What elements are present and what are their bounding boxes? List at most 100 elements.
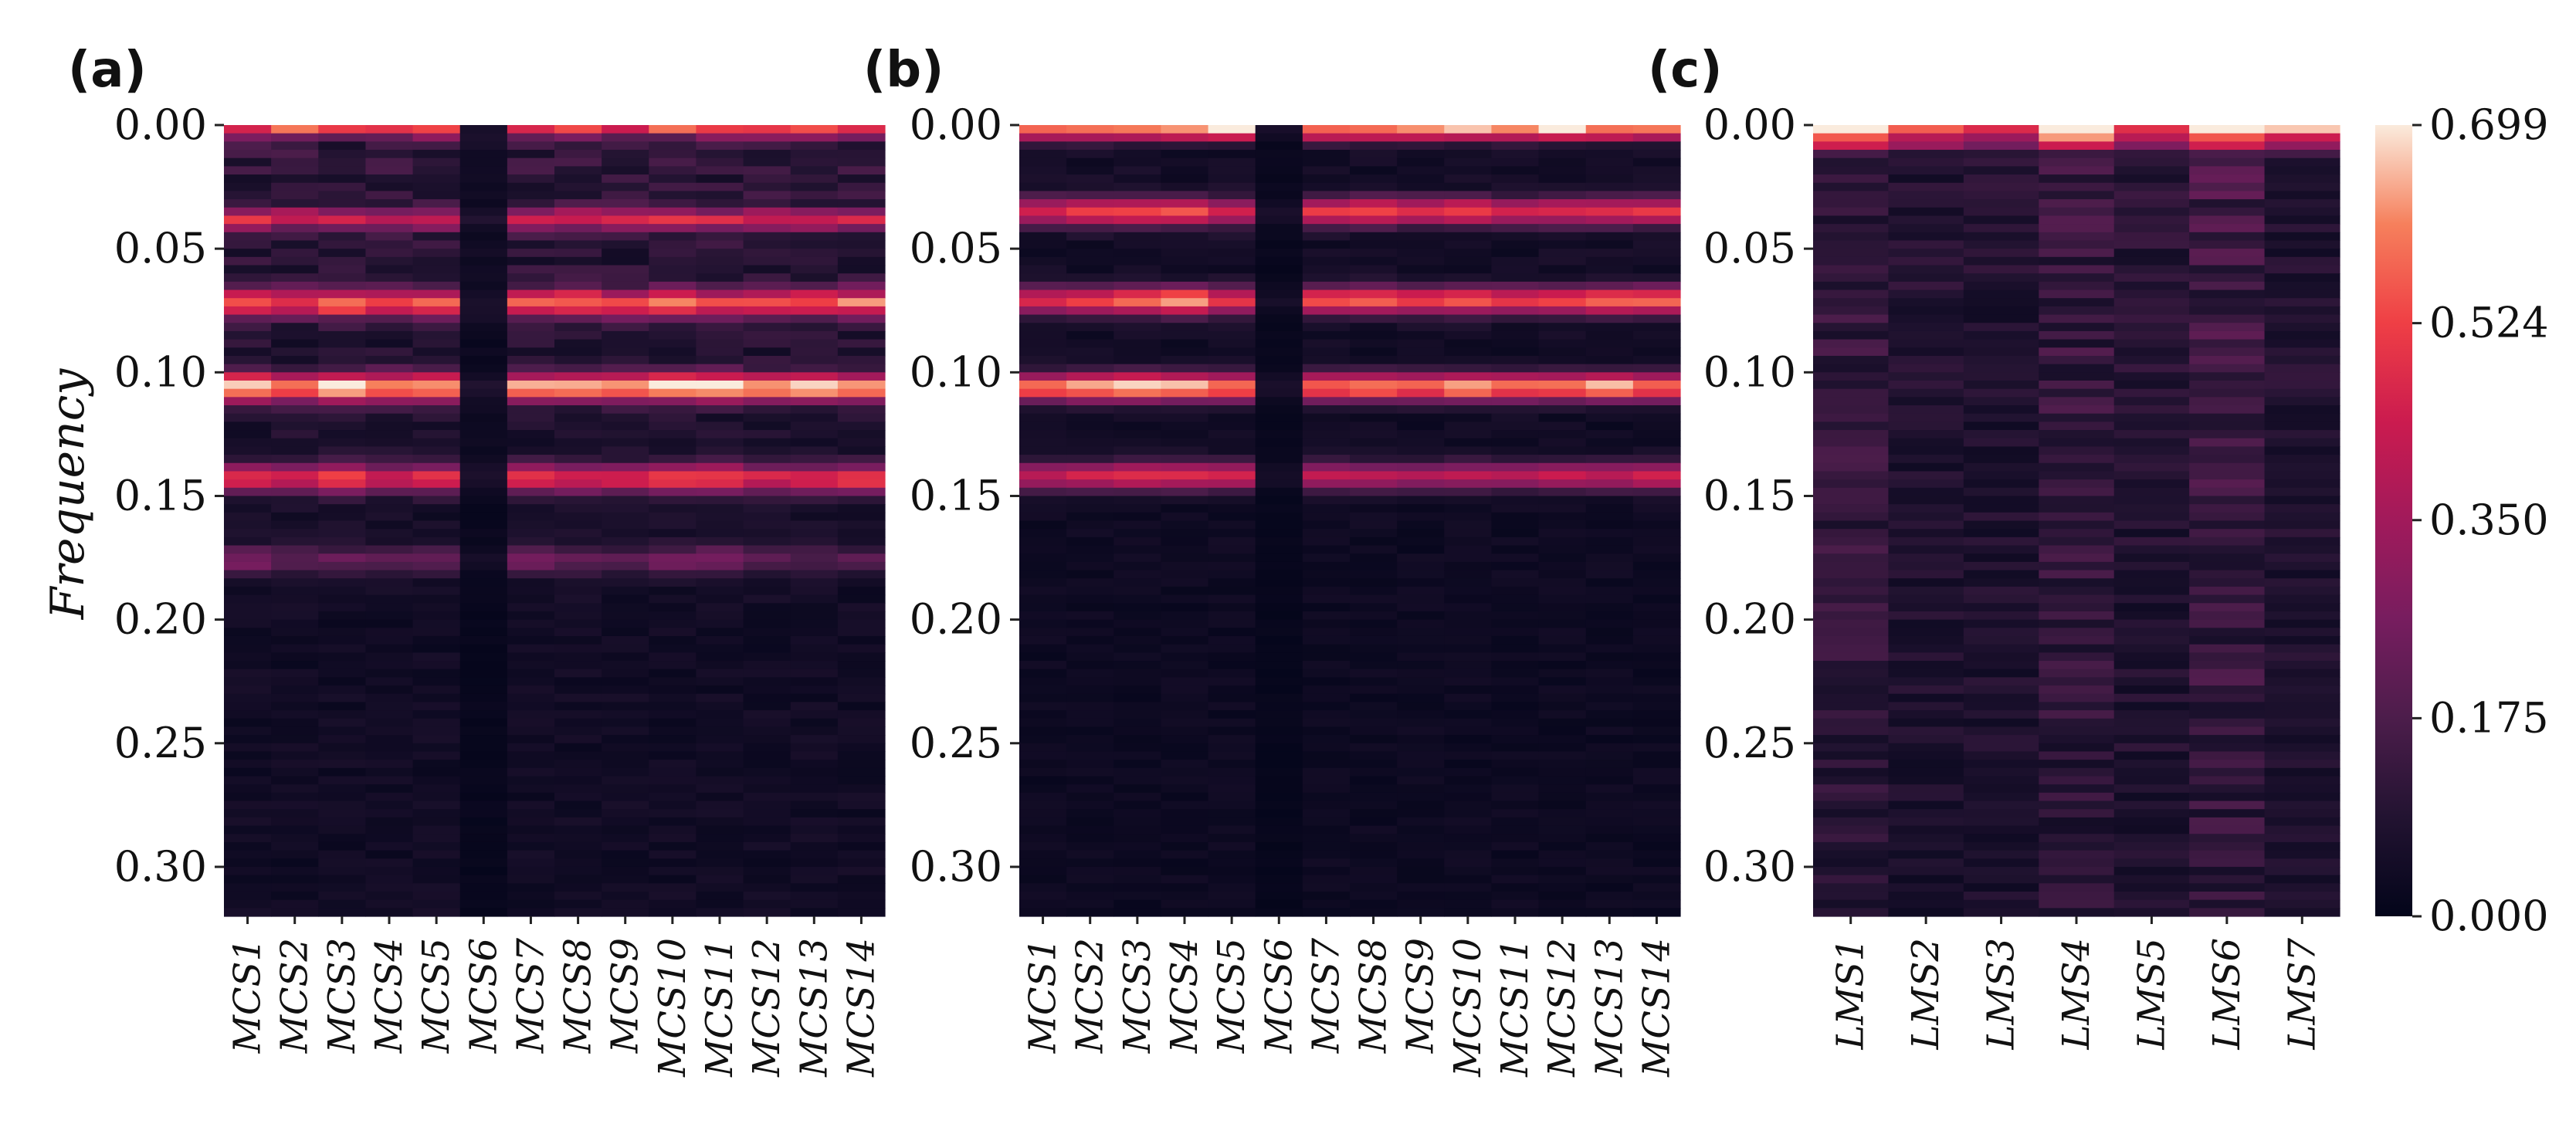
heat-cell xyxy=(743,298,791,307)
heat-cell xyxy=(602,141,649,151)
heat-cell xyxy=(554,619,602,628)
heat-cell xyxy=(1538,323,1587,332)
heat-cell xyxy=(743,644,791,653)
heat-cell xyxy=(1888,603,1964,612)
heat-cell xyxy=(365,669,414,678)
heat-cell xyxy=(459,850,508,859)
heat-cell xyxy=(1813,314,1890,323)
heat-cell xyxy=(459,611,508,621)
heat-cell xyxy=(2264,133,2340,142)
heat-cell xyxy=(318,339,367,348)
heat-cell xyxy=(318,817,367,827)
heat-cell xyxy=(837,710,886,719)
heat-cell xyxy=(1302,397,1351,406)
heat-cell xyxy=(1208,850,1256,859)
heat-cell xyxy=(1491,330,1540,340)
heat-cell xyxy=(2189,825,2266,834)
heat-cell xyxy=(1632,669,1681,678)
heat-cell xyxy=(1161,330,1209,340)
heat-cell xyxy=(365,240,414,249)
heat-cell xyxy=(1888,677,1964,686)
heat-cell xyxy=(224,685,272,695)
heat-cell xyxy=(1963,726,2039,736)
heat-cell xyxy=(2113,850,2190,859)
heat-cell xyxy=(1538,306,1587,316)
heat-cell xyxy=(2039,166,2115,175)
heat-cell xyxy=(507,487,555,497)
heat-cell xyxy=(271,570,319,579)
heat-cell xyxy=(790,405,839,415)
heat-cell xyxy=(1538,817,1587,827)
heat-cell xyxy=(271,372,319,381)
heat-cell xyxy=(1255,619,1303,628)
heat-cell xyxy=(602,289,649,299)
heat-cell xyxy=(1813,240,1890,249)
heat-cell xyxy=(1813,487,1890,497)
heat-cell xyxy=(1632,586,1681,596)
heat-cell xyxy=(1538,619,1587,628)
heat-cell xyxy=(554,281,602,291)
heat-cell xyxy=(1585,710,1634,719)
heat-cell xyxy=(1019,339,1067,348)
heat-cell xyxy=(1302,249,1351,258)
heat-cell xyxy=(602,866,649,876)
heat-cell xyxy=(1491,850,1540,859)
heat-cell xyxy=(1491,603,1540,612)
heat-cell xyxy=(2113,652,2190,662)
heat-cell xyxy=(2113,150,2190,159)
heat-cell xyxy=(1888,841,1964,851)
heat-cell xyxy=(1302,496,1351,505)
heat-cell xyxy=(1302,306,1351,316)
heat-cell xyxy=(1019,462,1067,472)
heat-cell xyxy=(1888,751,1964,760)
heat-cell xyxy=(790,306,839,316)
heat-cell xyxy=(602,256,649,266)
heat-cell xyxy=(2264,850,2340,859)
heat-cell xyxy=(649,751,697,760)
heat-cell xyxy=(1302,891,1351,901)
heat-cell xyxy=(1444,635,1493,645)
heat-cell xyxy=(1444,825,1493,834)
heat-cell xyxy=(649,298,697,307)
heat-cell xyxy=(1963,529,2039,538)
heat-cell xyxy=(1255,413,1303,422)
heat-cell xyxy=(1208,281,1256,291)
heat-cell xyxy=(1019,133,1067,142)
heat-cell xyxy=(507,339,555,348)
heat-cell xyxy=(1813,380,1890,390)
heat-cell xyxy=(2189,455,2266,464)
heat-cell xyxy=(1066,174,1114,184)
heat-cell xyxy=(2113,298,2190,307)
heat-cell xyxy=(271,529,319,538)
heat-cell xyxy=(224,529,272,538)
heat-cell xyxy=(2113,430,2190,439)
heat-cell xyxy=(1350,166,1398,175)
heat-cell xyxy=(459,743,508,753)
heat-cell xyxy=(318,207,367,217)
heat-cell xyxy=(2113,174,2190,184)
heat-cell xyxy=(1585,388,1634,398)
heat-cell xyxy=(412,677,461,686)
heat-cell xyxy=(1113,364,1162,373)
heat-cell xyxy=(459,191,508,200)
heat-cell xyxy=(412,199,461,208)
heat-cell xyxy=(1113,520,1162,530)
heat-cell xyxy=(1255,487,1303,497)
heat-cell xyxy=(1632,545,1681,554)
heat-cell xyxy=(696,182,744,192)
heat-cell xyxy=(1632,496,1681,505)
heat-cell xyxy=(271,652,319,662)
heat-cell xyxy=(412,858,461,868)
heat-cell xyxy=(2189,586,2266,596)
heat-cell xyxy=(1632,182,1681,192)
heat-cell xyxy=(459,380,508,390)
heat-cell xyxy=(1491,792,1540,802)
heat-cell xyxy=(1113,652,1162,662)
heat-cell xyxy=(412,125,461,134)
heat-cell xyxy=(1813,619,1890,628)
heat-cell xyxy=(459,751,508,760)
heat-cell xyxy=(1350,273,1398,283)
heat-cell xyxy=(365,207,414,217)
heat-cell xyxy=(1888,635,1964,645)
heat-cell xyxy=(1963,677,2039,686)
